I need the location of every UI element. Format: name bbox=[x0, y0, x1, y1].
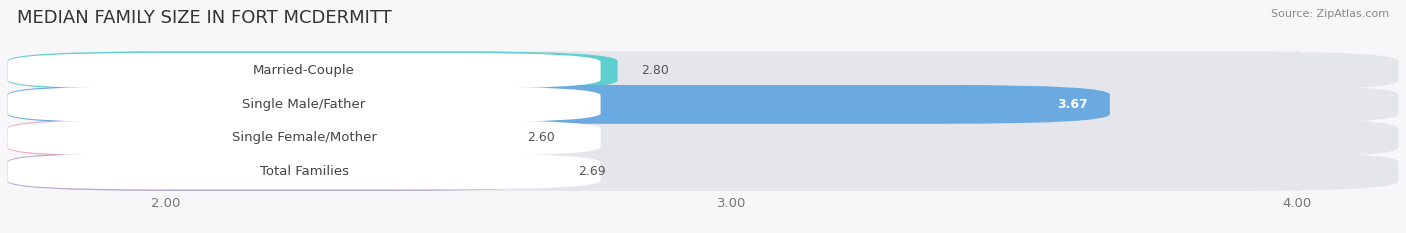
FancyBboxPatch shape bbox=[7, 51, 617, 90]
FancyBboxPatch shape bbox=[7, 152, 1399, 191]
FancyBboxPatch shape bbox=[7, 120, 600, 156]
FancyBboxPatch shape bbox=[7, 152, 555, 191]
FancyBboxPatch shape bbox=[7, 53, 600, 89]
FancyBboxPatch shape bbox=[7, 119, 505, 157]
FancyBboxPatch shape bbox=[7, 154, 600, 189]
Text: Single Male/Father: Single Male/Father bbox=[242, 98, 366, 111]
Text: 2.60: 2.60 bbox=[527, 131, 555, 144]
FancyBboxPatch shape bbox=[7, 85, 1399, 124]
FancyBboxPatch shape bbox=[7, 86, 600, 122]
Text: Total Families: Total Families bbox=[260, 165, 349, 178]
FancyBboxPatch shape bbox=[7, 51, 1399, 90]
FancyBboxPatch shape bbox=[7, 85, 1109, 124]
Text: Married-Couple: Married-Couple bbox=[253, 64, 356, 77]
Text: 2.69: 2.69 bbox=[578, 165, 606, 178]
Text: Single Female/Mother: Single Female/Mother bbox=[232, 131, 377, 144]
Text: 2.80: 2.80 bbox=[641, 64, 669, 77]
FancyBboxPatch shape bbox=[7, 119, 1399, 157]
Text: Source: ZipAtlas.com: Source: ZipAtlas.com bbox=[1271, 9, 1389, 19]
Text: 3.67: 3.67 bbox=[1057, 98, 1088, 111]
Text: MEDIAN FAMILY SIZE IN FORT MCDERMITT: MEDIAN FAMILY SIZE IN FORT MCDERMITT bbox=[17, 9, 392, 27]
